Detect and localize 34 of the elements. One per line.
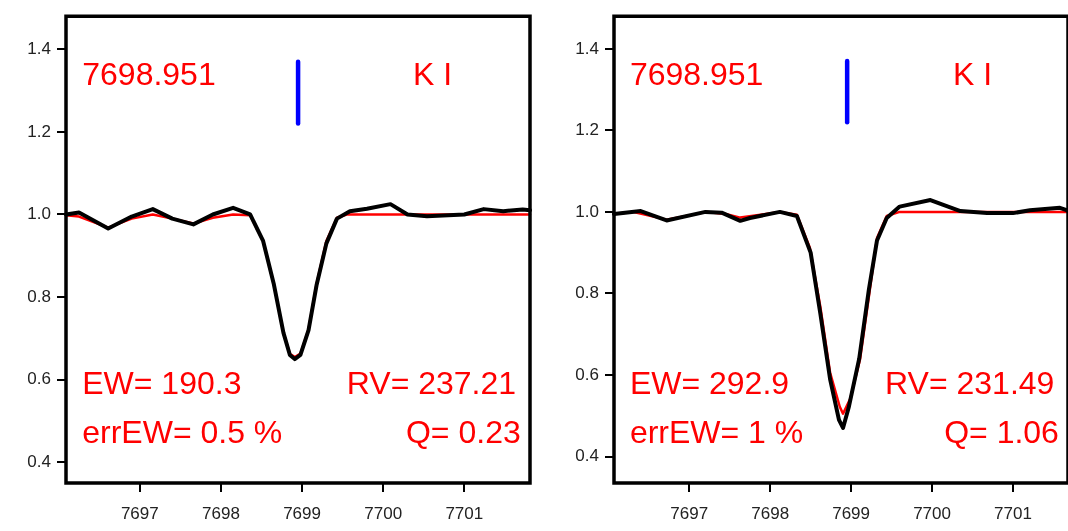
annotation: EW= 292.9 xyxy=(629,364,790,401)
x-tick-label: 7698 xyxy=(202,503,240,523)
annotation: 7698.951 xyxy=(82,55,216,92)
y-tick-label: 0.6 xyxy=(575,364,599,384)
annotation: errEW= 1 % xyxy=(629,413,804,450)
x-tick-label: 7700 xyxy=(913,503,951,523)
x-tick-label: 7699 xyxy=(283,503,321,523)
y-tick-label: 0.6 xyxy=(27,369,51,389)
y-tick-label: 1.4 xyxy=(575,38,599,58)
annotation: Q= 1.06 xyxy=(944,413,1059,450)
x-tick-label: 7701 xyxy=(994,503,1032,523)
annotation: RV= 237.21 xyxy=(346,364,517,401)
annotation: errEW= 0.5 % xyxy=(82,413,283,450)
annotation: K I xyxy=(953,55,993,92)
annotation: 7698.951 xyxy=(629,55,764,92)
y-tick-label: 0.4 xyxy=(575,446,599,466)
x-tick-label: 7700 xyxy=(364,503,403,523)
y-tick-label: 1.2 xyxy=(27,121,51,141)
x-tick-label: 7697 xyxy=(120,503,159,523)
y-tick-label: 1.2 xyxy=(575,120,599,140)
y-tick-label: 1.0 xyxy=(575,201,599,221)
x-tick-label: 7701 xyxy=(445,503,484,523)
y-tick-label: 1.0 xyxy=(27,204,51,224)
x-tick-label: 7698 xyxy=(751,503,790,523)
annotation: K I xyxy=(413,55,453,92)
y-tick-label: 1.4 xyxy=(27,38,51,58)
y-tick-label: 0.4 xyxy=(27,452,51,472)
annotation: EW= 190.3 xyxy=(82,364,242,401)
annotation: RV= 231.49 xyxy=(885,364,1055,401)
y-tick-label: 0.8 xyxy=(27,286,51,306)
x-tick-label: 7699 xyxy=(832,503,871,523)
y-tick-label: 0.8 xyxy=(575,283,599,303)
annotation: Q= 0.23 xyxy=(405,413,521,450)
x-tick-label: 7697 xyxy=(670,503,709,523)
